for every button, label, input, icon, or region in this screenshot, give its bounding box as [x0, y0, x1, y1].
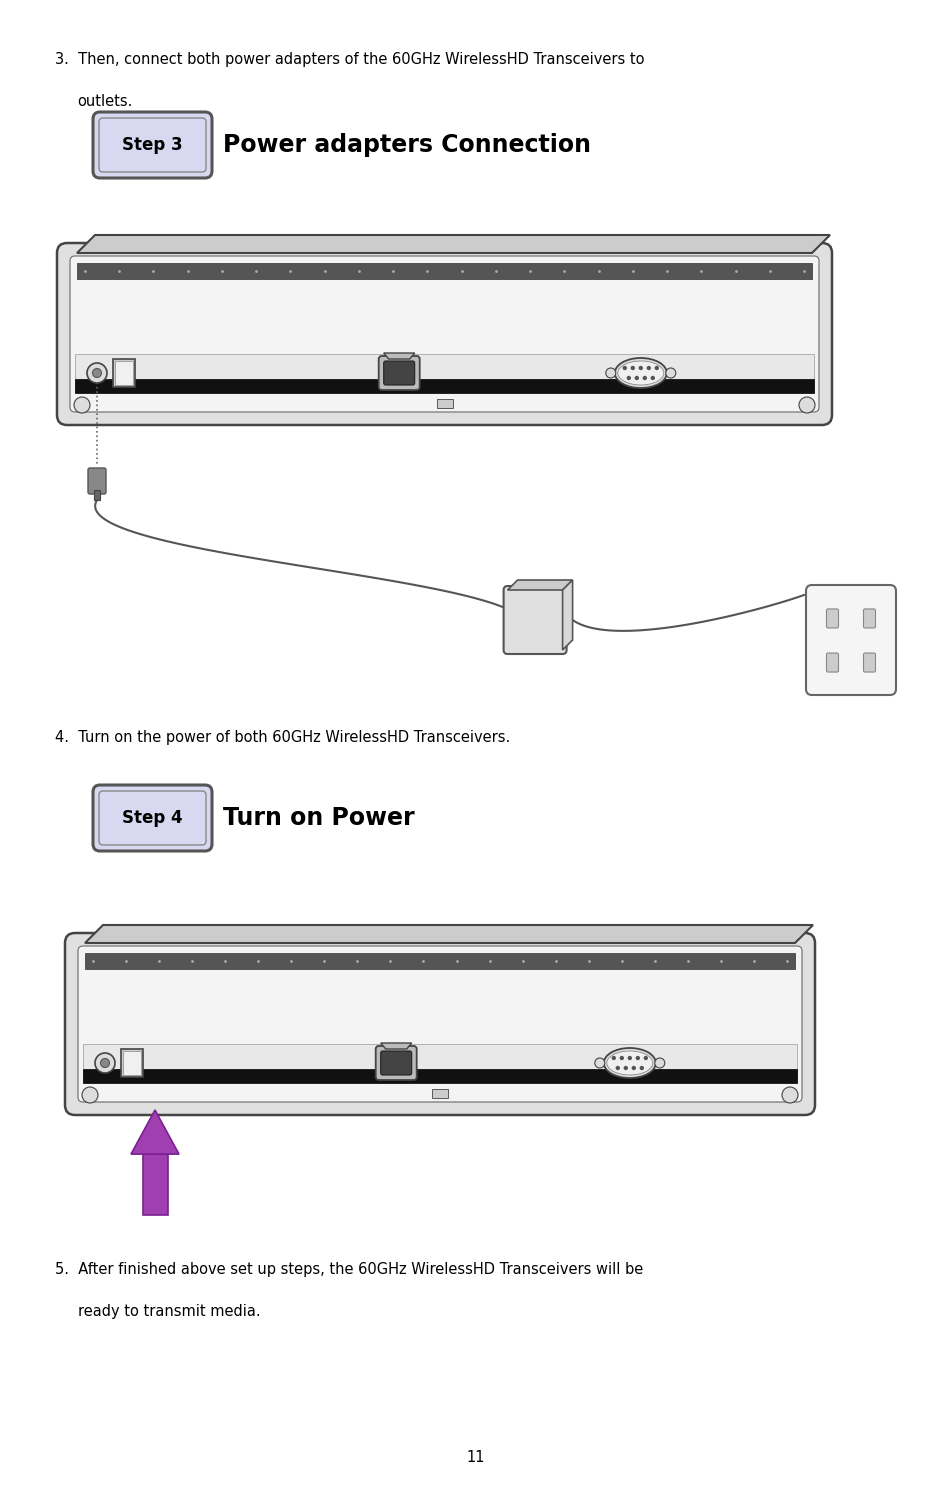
Bar: [115, 361, 133, 385]
Polygon shape: [131, 1109, 179, 1154]
Circle shape: [92, 369, 102, 378]
Ellipse shape: [606, 1051, 653, 1075]
Bar: [83, 1069, 797, 1083]
FancyBboxPatch shape: [384, 361, 415, 385]
Ellipse shape: [615, 358, 666, 388]
Circle shape: [639, 366, 643, 370]
Text: outlets.: outlets.: [77, 94, 133, 109]
Circle shape: [655, 1057, 664, 1068]
FancyBboxPatch shape: [78, 946, 802, 1102]
Circle shape: [626, 376, 631, 381]
Bar: [75, 379, 814, 393]
Polygon shape: [381, 1042, 411, 1048]
Circle shape: [635, 376, 639, 381]
FancyBboxPatch shape: [806, 584, 896, 694]
Ellipse shape: [618, 361, 664, 385]
FancyBboxPatch shape: [93, 785, 212, 851]
Circle shape: [640, 1066, 644, 1071]
Circle shape: [616, 1066, 620, 1071]
Polygon shape: [563, 580, 572, 650]
Bar: [123, 1051, 141, 1075]
Circle shape: [636, 1056, 640, 1060]
Bar: [77, 263, 812, 280]
FancyBboxPatch shape: [376, 1045, 417, 1080]
Circle shape: [665, 367, 676, 378]
Circle shape: [95, 1053, 115, 1074]
FancyBboxPatch shape: [70, 256, 819, 412]
Circle shape: [87, 363, 107, 384]
Text: 5.  After finished above set up steps, the 60GHz WirelessHD Transceivers will be: 5. After finished above set up steps, th…: [55, 1262, 644, 1277]
Polygon shape: [85, 925, 813, 943]
Circle shape: [799, 397, 815, 413]
FancyBboxPatch shape: [381, 1051, 411, 1075]
FancyBboxPatch shape: [863, 610, 876, 628]
Bar: [143, 1154, 168, 1215]
FancyBboxPatch shape: [65, 932, 815, 1115]
Circle shape: [631, 1066, 636, 1071]
Circle shape: [611, 1056, 616, 1060]
FancyBboxPatch shape: [379, 355, 420, 390]
Circle shape: [623, 366, 627, 370]
FancyBboxPatch shape: [93, 112, 212, 178]
FancyBboxPatch shape: [504, 586, 566, 654]
Text: 3.  Then, connect both power adapters of the 60GHz WirelessHD Transceivers to: 3. Then, connect both power adapters of …: [55, 52, 645, 67]
Circle shape: [627, 1056, 632, 1060]
Text: 4.  Turn on the power of both 60GHz WirelessHD Transceivers.: 4. Turn on the power of both 60GHz Wirel…: [55, 730, 510, 745]
Bar: [121, 1048, 143, 1077]
Circle shape: [646, 366, 651, 370]
Text: 11: 11: [466, 1450, 486, 1465]
FancyBboxPatch shape: [863, 653, 876, 672]
Circle shape: [620, 1056, 624, 1060]
Circle shape: [650, 376, 655, 381]
Ellipse shape: [604, 1048, 656, 1078]
Circle shape: [655, 366, 659, 370]
Text: Turn on Power: Turn on Power: [223, 806, 415, 830]
Circle shape: [782, 1087, 798, 1103]
Bar: [94, 491, 100, 500]
Bar: [85, 953, 795, 970]
Bar: [437, 399, 452, 407]
Polygon shape: [507, 580, 572, 590]
Circle shape: [82, 1087, 98, 1103]
Circle shape: [101, 1059, 109, 1068]
Circle shape: [643, 376, 647, 381]
Circle shape: [624, 1066, 628, 1071]
FancyBboxPatch shape: [88, 468, 106, 494]
Circle shape: [605, 367, 616, 378]
Bar: [83, 1044, 797, 1083]
FancyBboxPatch shape: [826, 610, 839, 628]
Text: Step 3: Step 3: [122, 135, 183, 155]
Polygon shape: [384, 352, 415, 358]
FancyBboxPatch shape: [57, 242, 832, 425]
Circle shape: [74, 397, 90, 413]
Bar: [75, 354, 814, 393]
Circle shape: [644, 1056, 648, 1060]
Polygon shape: [77, 235, 830, 253]
Text: Power adapters Connection: Power adapters Connection: [223, 132, 591, 158]
Text: ready to transmit media.: ready to transmit media.: [77, 1304, 260, 1319]
Bar: [432, 1088, 448, 1097]
Circle shape: [595, 1057, 605, 1068]
FancyBboxPatch shape: [826, 653, 839, 672]
Circle shape: [630, 366, 635, 370]
Text: Step 4: Step 4: [122, 809, 183, 827]
Bar: [113, 358, 135, 387]
